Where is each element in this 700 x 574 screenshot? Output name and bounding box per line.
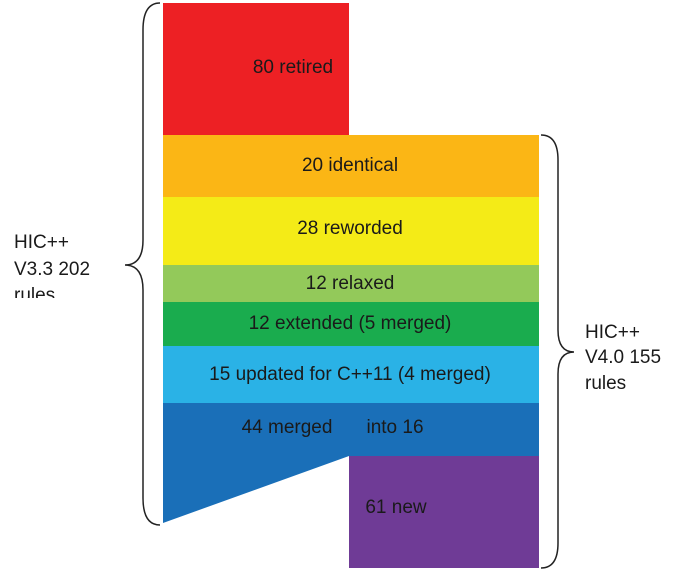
segment-label: into 16 — [366, 417, 423, 438]
brace-label: V4.0 155 — [585, 347, 661, 368]
reworded-block — [163, 197, 539, 266]
segment-label: 44 merged — [242, 417, 333, 438]
retired-block — [163, 3, 349, 136]
identical-block — [163, 135, 539, 198]
relaxed-block — [163, 265, 539, 303]
segment-label: 15 updated for C++11 (4 merged) — [209, 364, 491, 385]
merged-block — [163, 403, 539, 523]
brace-label: V3.3 202 — [14, 259, 90, 280]
brace-label: rules — [585, 373, 626, 394]
segment-label: 20 identical — [302, 155, 398, 176]
updated-block — [163, 346, 539, 404]
brace-label: HIC++ — [14, 232, 69, 253]
segment-label: 28 reworded — [297, 218, 403, 239]
extended-block — [163, 302, 539, 347]
segment-label: 80 retired — [253, 57, 333, 78]
brace-label: rules — [14, 285, 55, 306]
segment-label: 12 extended (5 merged) — [249, 313, 452, 334]
right-brace — [540, 134, 575, 569]
new-block — [349, 456, 539, 568]
segment-label: 12 relaxed — [306, 273, 395, 294]
segment-label: 61 new — [365, 497, 427, 518]
brace-label: HIC++ — [585, 322, 640, 343]
left-brace — [124, 2, 161, 526]
